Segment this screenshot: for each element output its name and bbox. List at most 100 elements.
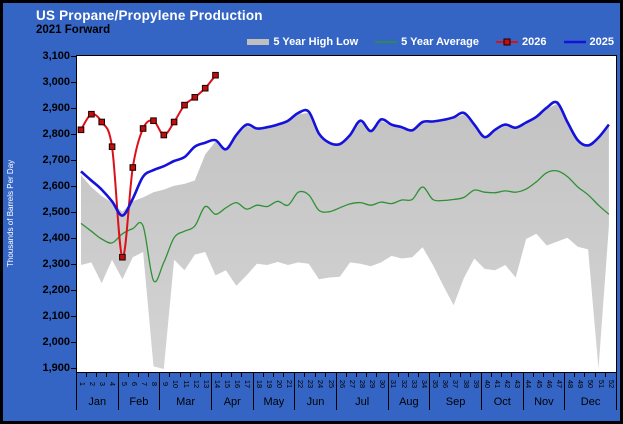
- month-group-sep: 35 36 37 38 39 Sep: [429, 373, 481, 410]
- week-tick-cell: 18: [252, 373, 264, 395]
- week-tick-row: 9 10 11 12 13: [159, 373, 211, 395]
- y-tick-mark: [71, 316, 76, 317]
- week-number-label: 46: [544, 379, 554, 389]
- month-group-feb: 5 6 7 8 Feb: [117, 373, 160, 410]
- week-number-label: 31: [389, 379, 399, 389]
- week-tick-cell: 1: [75, 373, 88, 395]
- week-number-label: 17: [243, 379, 253, 389]
- week-tick-cell: 21: [283, 373, 294, 395]
- data-point-marker-2026: [170, 118, 178, 126]
- week-tick-cell: 31: [387, 373, 399, 395]
- y-tick-label: 2,500: [42, 205, 70, 218]
- week-tick-cell: 20: [272, 373, 284, 395]
- week-tick-row: 31 32 33 34: [387, 373, 430, 395]
- week-number-label: 15: [223, 379, 233, 389]
- y-tick-label: 3,100: [42, 49, 70, 62]
- data-point-marker-2026: [129, 164, 137, 171]
- week-number-label: 22: [296, 379, 306, 389]
- month-group-mar: 9 10 11 12 13 Mar: [159, 373, 211, 410]
- series-line-2025: [80, 100, 610, 217]
- week-tick-cell: 23: [304, 373, 315, 395]
- week-tick-cell: 10: [169, 373, 181, 395]
- y-tick-label: 2,000: [42, 335, 70, 348]
- legend-item-high-low: 5 Year High Low: [246, 36, 358, 48]
- chart-subtitle: 2021 Forward: [36, 24, 111, 36]
- week-tick-cell: 29: [366, 373, 378, 395]
- data-point-marker-2026: [77, 126, 85, 134]
- data-point-marker-2026: [150, 117, 157, 125]
- y-tick-label: 2,900: [42, 101, 70, 114]
- week-number-label: 19: [264, 379, 274, 389]
- week-number-label: 13: [201, 379, 211, 389]
- legend-item-2025: 2025: [563, 36, 614, 48]
- week-tick-cell: 50: [584, 373, 596, 395]
- data-point-marker-2026: [181, 101, 188, 109]
- data-point-marker-2026: [191, 94, 199, 101]
- week-tick-cell: 38: [459, 373, 471, 395]
- y-tick-mark: [71, 238, 76, 239]
- plot-area: [76, 55, 617, 373]
- week-number-label: 28: [358, 379, 368, 389]
- week-number-label: 9: [161, 381, 171, 387]
- week-number-label: 36: [441, 379, 451, 389]
- week-number-label: 44: [524, 379, 534, 389]
- week-tick-cell: 17: [241, 373, 253, 395]
- week-tick-cell: 43: [511, 373, 523, 395]
- data-point-marker-2026: [212, 71, 219, 79]
- data-point-marker-2026: [88, 110, 95, 118]
- week-number-label: 48: [566, 379, 576, 389]
- week-number-label: 37: [451, 379, 461, 389]
- series-line-5-year-average: [80, 169, 610, 283]
- week-tick-cell: 19: [262, 373, 274, 395]
- y-tick-mark: [71, 368, 76, 369]
- data-point-marker-2026: [108, 143, 116, 151]
- week-tick-cell: 4: [106, 373, 118, 395]
- month-label: Dec: [580, 396, 601, 408]
- week-number-label: 51: [596, 379, 606, 389]
- week-tick-cell: 37: [449, 373, 461, 395]
- week-number-label: 25: [326, 379, 336, 389]
- five-year-high-low-band: [81, 103, 609, 370]
- week-tick-cell: 36: [439, 373, 451, 395]
- week-number-label: 3: [98, 381, 108, 387]
- y-tick-label: 2,700: [42, 153, 70, 166]
- line-with-square-marker-swatch-icon: [496, 38, 519, 46]
- week-number-label: 50: [586, 379, 596, 389]
- line-swatch-icon: [563, 40, 586, 44]
- week-tick-cell: 35: [429, 373, 440, 395]
- week-number-label: 10: [171, 379, 181, 389]
- week-number-label: 47: [555, 379, 565, 389]
- month-label: Jun: [306, 396, 325, 408]
- week-tick-cell: 48: [564, 373, 576, 395]
- week-number-label: 11: [181, 380, 191, 388]
- week-number-label: 2: [88, 381, 98, 387]
- y-tick-mark: [71, 290, 76, 291]
- week-number-label: 1: [78, 381, 88, 387]
- week-number-label: 4: [108, 381, 118, 387]
- week-number-label: 29: [368, 379, 378, 389]
- y-tick-mark: [71, 134, 76, 135]
- week-tick-cell: 27: [345, 373, 358, 395]
- week-tick-cell: 34: [418, 373, 429, 395]
- y-tick-label: 2,100: [42, 309, 70, 322]
- week-number-label: 12: [191, 379, 201, 389]
- data-point-marker-2026: [119, 253, 126, 261]
- week-number-label: 20: [274, 379, 284, 389]
- month-group-jan: 1 2 3 4 Jan: [75, 373, 118, 410]
- month-group-apr: 14 15 16 17 Apr: [210, 373, 253, 410]
- y-tick-mark: [71, 186, 76, 187]
- week-tick-cell: 26: [335, 373, 347, 395]
- y-tick-mark: [71, 160, 76, 161]
- week-number-label: 52: [606, 379, 616, 389]
- y-tick-mark: [71, 342, 76, 343]
- month-group-oct: 40 41 42 43 Oct: [480, 373, 523, 410]
- month-label: Aug: [399, 396, 419, 408]
- week-number-label: 27: [348, 379, 358, 389]
- week-tick-cell: 51: [594, 373, 606, 395]
- week-number-label: 5: [119, 381, 129, 387]
- y-tick-mark: [71, 82, 76, 83]
- month-label: Sep: [445, 396, 466, 408]
- data-point-marker-2026: [139, 125, 147, 132]
- month-label: Mar: [176, 396, 196, 408]
